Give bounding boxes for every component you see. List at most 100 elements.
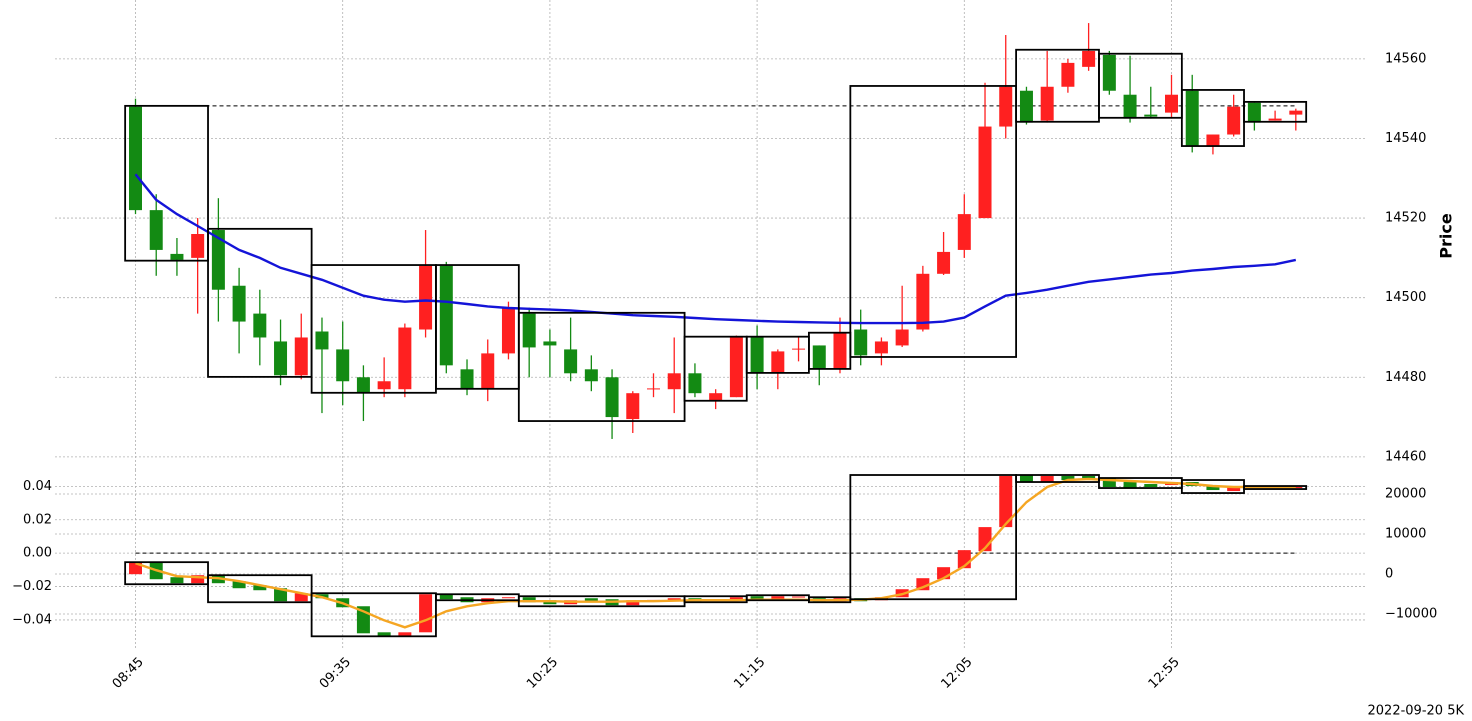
candle-body [978,126,992,219]
y2-tick-label: 0 [1385,567,1393,582]
y-tick-label: 14520 [1385,211,1426,226]
candle-body [170,577,184,584]
candle-body [854,329,868,356]
candle-body [522,313,536,348]
candle-body [274,341,288,376]
candle-body [792,596,806,598]
x-tick-label: 11:15 [731,655,768,692]
candle-body [1289,110,1303,115]
box [310,592,437,638]
candle-body [1227,487,1241,492]
candle-body [253,585,267,591]
candle-body [232,581,246,589]
box [517,311,686,422]
y-tick-label: −0.02 [12,579,52,594]
candle-body [1102,54,1116,91]
candle-body [294,593,308,602]
candle-body [336,349,350,382]
candle-body [439,265,453,366]
candle-body [626,600,640,606]
y-tick-label: 14460 [1385,449,1426,464]
candle-body [1102,478,1116,488]
x-tick-label: 10:25 [524,655,561,692]
candle-body [191,234,205,258]
candle-body [1289,487,1303,489]
candle-body [916,273,930,330]
candle-body [1040,86,1054,121]
candle-body [191,575,205,584]
y-tick-label: 0.04 [23,479,52,494]
line [134,173,1297,325]
candle-body [1123,94,1137,119]
candle-body [481,353,495,390]
candle-body [564,349,578,374]
candle-body [1040,476,1054,483]
candle-body [688,373,702,394]
candle-body [398,632,412,637]
box [124,104,209,262]
candle-body [1061,62,1075,87]
candle-body [709,393,723,402]
candle-body [771,596,785,600]
candle-body [937,251,951,274]
candle-body [792,348,806,350]
candle-body [129,106,142,211]
candle-body [895,329,909,346]
candle-body [729,597,743,601]
candle-body [812,345,826,370]
candle-body [211,230,225,290]
candle-body [522,597,536,603]
x-tick-label: 09:35 [317,655,354,692]
y2-tick-label: 10000 [1385,527,1426,542]
candle-body [253,313,267,338]
candle-body [419,265,433,330]
candle-body [667,373,681,390]
candle-body [232,285,246,322]
candle-body [1227,106,1241,135]
candle-body [356,377,370,394]
candle-body [439,594,453,600]
candle-body [1019,90,1033,123]
candle-body [1206,134,1220,147]
candle-body [999,86,1013,127]
candle-body [584,598,598,602]
candle-body [315,331,329,350]
x-tick-label: 12:05 [939,655,976,692]
candle-body [1185,90,1199,147]
candle-body [647,388,660,390]
candle-body [274,588,288,602]
candle-body [294,337,308,376]
y-tick-label: −0.04 [12,612,52,627]
box [849,474,1018,601]
candle-body [1144,484,1158,488]
candle-body [833,333,847,370]
y-tick-label: 14480 [1385,370,1426,385]
candle-body [1019,475,1033,483]
box [124,561,209,586]
x-tick-label: 12:55 [1146,655,1183,692]
candle-body [377,381,391,390]
candle-body [729,337,743,398]
candle-body [584,369,598,382]
candle-body [1206,486,1220,491]
candle-body [170,253,184,260]
candle-body [1165,94,1178,113]
candle-body [1082,50,1096,67]
y-tick-label: 14540 [1385,131,1426,146]
y2-tick-label: 20000 [1385,487,1426,502]
candle-body [750,337,764,374]
candle-body [1144,114,1158,117]
candle-body [419,594,433,633]
y-tick-label: 14500 [1385,290,1426,305]
candle-body [149,210,163,250]
candle-body [398,327,412,390]
candle-body [771,351,785,374]
candle-body [626,393,640,420]
y-axis-label: Price [1437,213,1456,259]
box [1243,485,1308,490]
candle-body [1061,476,1075,481]
footer: 2022-09-20 5K [1368,704,1465,719]
y-tick-label: 14560 [1385,51,1426,66]
candle-body [1268,118,1282,121]
